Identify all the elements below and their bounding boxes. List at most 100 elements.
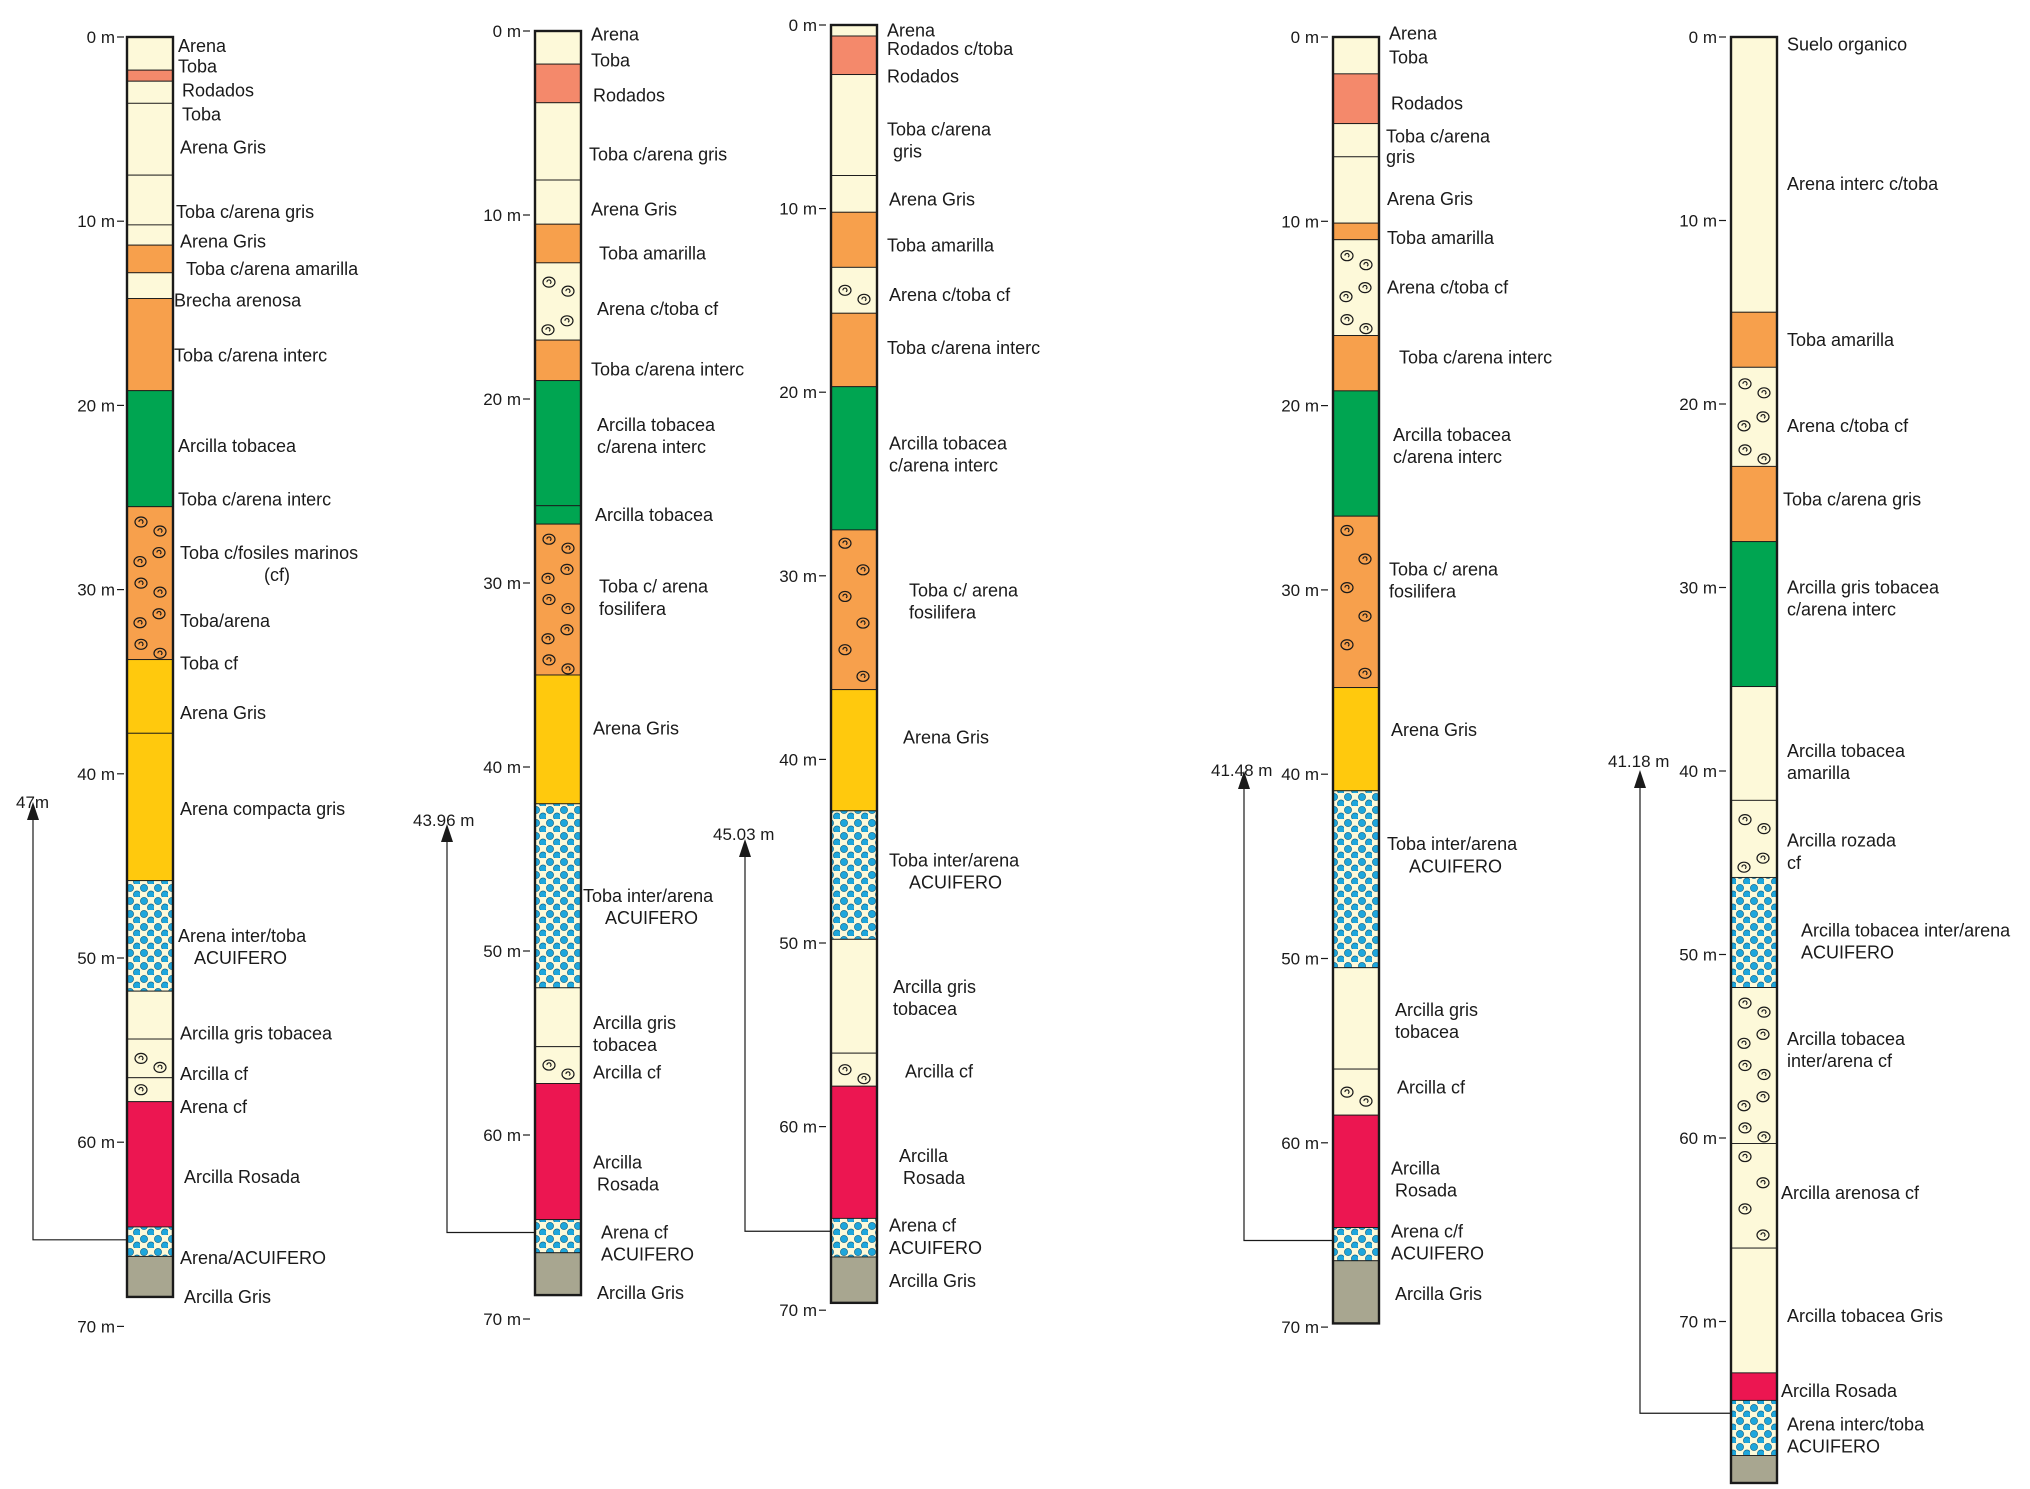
layer-label: Toba amarilla: [887, 235, 995, 255]
layer-label: Toba: [1389, 47, 1429, 67]
layer-label: Toba c/arena gris: [589, 144, 727, 164]
layer-label: Arcilla cf: [905, 1062, 974, 1082]
water-level-line: [446, 838, 535, 1234]
fossil-icon: [541, 572, 555, 584]
layer-label: gris: [1386, 147, 1415, 167]
layer-label: Toba: [182, 104, 222, 124]
fossil-icon: [542, 1059, 556, 1071]
depth-tick-label: 40 m: [779, 750, 817, 769]
layer-arcilla-verde: [1730, 541, 1778, 688]
fossil-icon: [1756, 852, 1770, 864]
depth-axis: 0 m 10 m 20 m 30 m 40 m 50 m 60 m 70 m: [77, 28, 124, 1336]
layer-arena: [830, 74, 878, 177]
fossil-icon: [152, 608, 166, 620]
layer-label: Arcilla Rosada: [184, 1167, 301, 1187]
layer-arena: [534, 102, 582, 181]
layer-acuifero: [126, 880, 174, 992]
fossil-icon: [1737, 1100, 1751, 1112]
layer-label: Rodados: [593, 85, 665, 105]
fossil-icon: [1340, 581, 1354, 594]
layer-arena: [830, 175, 878, 213]
layer-label: Arcilla gris: [893, 977, 976, 997]
depth-tick-label: 20 m: [483, 390, 521, 409]
layer-label: Toba c/fosiles marinos: [180, 543, 358, 563]
fossil-icon: [1757, 823, 1771, 835]
fossil-icon: [1738, 814, 1752, 826]
layer-label: Arena Gris: [593, 718, 679, 738]
layer-label: Arena cf: [180, 1097, 248, 1117]
layer-label: c/arena interc: [597, 437, 706, 457]
layer-label: tobacea: [1395, 1022, 1460, 1042]
layer-label: Arena cf: [601, 1223, 669, 1243]
layer-label: Arcilla tobacea: [889, 434, 1008, 454]
layer-arena: [1730, 686, 1778, 801]
layer-arena-gris-amarilla: [1332, 687, 1380, 792]
layer-label: Toba inter/arena: [583, 886, 714, 906]
layer-toba-naranja: [534, 223, 582, 264]
layer-label: Arcilla cf: [180, 1064, 249, 1084]
fossil-icon: [856, 670, 870, 682]
layer-toba-naranja: [1332, 335, 1380, 392]
depth-tick-label: 30 m: [1281, 581, 1319, 600]
layer-label: Arcilla tobacea: [597, 415, 716, 435]
fossil-icon: [561, 542, 575, 554]
fossil-icon: [153, 525, 167, 537]
layer-label: Arcilla tobacea: [1787, 741, 1906, 761]
column-outline: [1729, 35, 1779, 1485]
fossil-icon: [838, 284, 852, 296]
layer-label: Suelo organico: [1787, 34, 1907, 54]
fossil-icon: [542, 593, 556, 606]
fossil-icon: [153, 647, 167, 659]
layer-label: Arena: [887, 21, 936, 41]
layer-label: ACUIFERO: [605, 908, 698, 928]
layer-arena: [1332, 239, 1380, 337]
layer-arena: [126, 174, 174, 226]
layer-label: Arena: [1389, 23, 1438, 43]
column-outline: [829, 23, 879, 1305]
fossil-icon: [1756, 411, 1770, 423]
fossil-icon: [561, 285, 575, 297]
depth-axis: 0 m 10 m 20 m 30 m 40 m 50 m 60 m 70 m: [779, 16, 826, 1320]
layer-toba-naranja: [830, 312, 878, 388]
layer-arcilla-verde: [534, 380, 582, 507]
layer-stack: [829, 23, 879, 1305]
fossil-icon: [1358, 610, 1372, 622]
layer-label: Arcilla Gris: [184, 1287, 271, 1307]
fossil-icon: [561, 602, 575, 615]
layer-arcilla-verde: [126, 390, 174, 508]
fossil-icon: [153, 586, 167, 598]
layer-label: Arena interc/toba: [1787, 1414, 1925, 1434]
layer-label: Toba c/arena amarilla: [186, 259, 359, 279]
depth-tick-label: 70 m: [483, 1310, 521, 1329]
layer-arena: [534, 987, 582, 1048]
water-level-marker: 41.48 m: [1211, 761, 1333, 1242]
layer-label: Arena: [178, 36, 227, 56]
layer-label: Arcilla: [899, 1146, 949, 1166]
water-level-line: [1243, 785, 1333, 1242]
layer-arcilla-gris: [1730, 1455, 1778, 1484]
layer-arcilla-gris: [1332, 1260, 1380, 1324]
fossil-icon: [542, 654, 556, 666]
layer-label: Rosada: [597, 1175, 660, 1195]
layer-label: ACUIFERO: [909, 872, 1002, 892]
layer-label: Arcilla rozada: [1787, 831, 1897, 851]
layer-label: Arena cf: [889, 1216, 957, 1236]
depth-tick-label: 60 m: [1679, 1129, 1717, 1148]
layer-label: Toba amarilla: [1787, 330, 1895, 350]
layer-label: Toba inter/arena: [1387, 834, 1518, 854]
fossil-icon: [1737, 861, 1751, 873]
layer-arcilla-verde: [534, 505, 582, 525]
depth-tick-label: 10 m: [779, 200, 817, 219]
stratigraphic-column-4: 0 m 10 m 20 m 30 m 40 m 50 m 60 m 70 m Arena Toba…: [1211, 23, 1552, 1337]
layer-toba-naranja: [126, 244, 174, 274]
layer-label: Arcilla tobacea: [1787, 1029, 1906, 1049]
layer-acuifero: [1332, 790, 1380, 969]
layer-arena-gris-amarilla: [534, 674, 582, 805]
depth-axis: 0 m 10 m 20 m 30 m 40 m 50 m 60 m 70 m: [483, 22, 530, 1329]
layer-arena: [1332, 36, 1380, 75]
column-outline: [1331, 35, 1381, 1325]
fossil-icon: [542, 533, 556, 545]
